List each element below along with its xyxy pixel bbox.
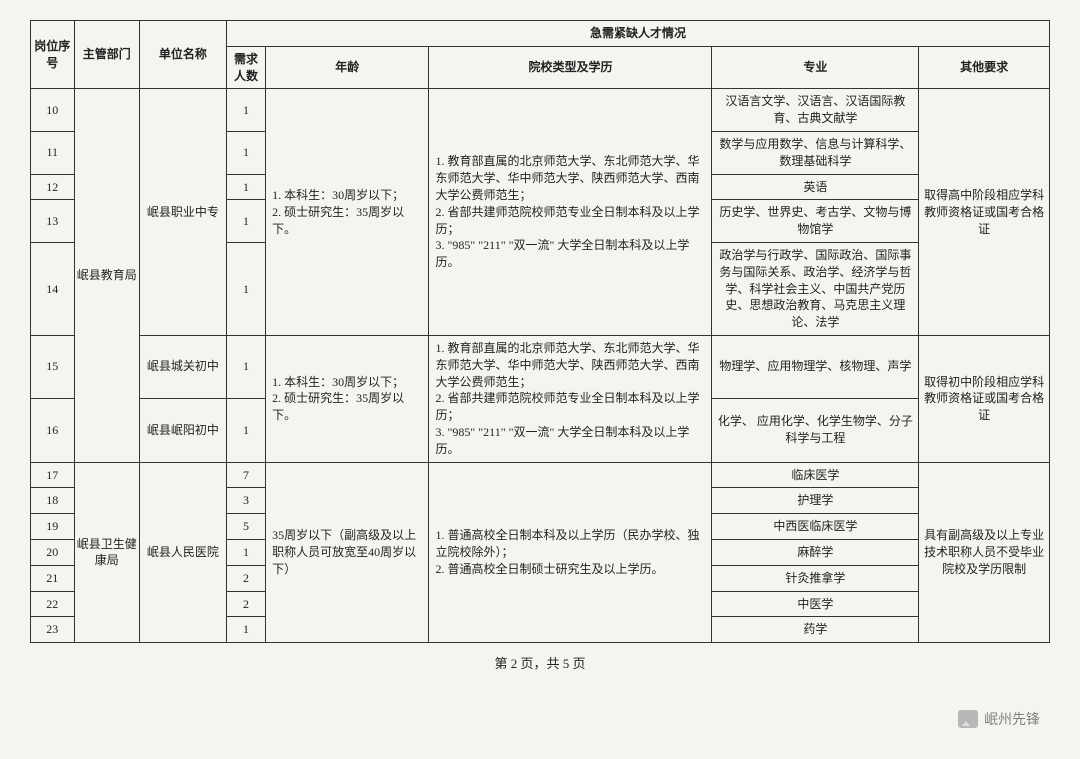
cell-dept: 岷县卫生健康局 — [74, 462, 139, 643]
cell-school: 1. 教育部直属的北京师范大学、东北师范大学、华东师范大学、华中师范大学、陕西师… — [429, 335, 712, 462]
cell-unit: 岷县人民医院 — [139, 462, 226, 643]
watermark-text: 岷州先锋 — [984, 709, 1040, 729]
cell-major: 护理学 — [712, 488, 919, 514]
cell-count: 1 — [226, 131, 265, 174]
cell-dept: 岷县教育局 — [74, 89, 139, 462]
cell-other: 取得初中阶段相应学科教师资格证或国考合格证 — [919, 335, 1050, 462]
cell-major: 物理学、应用物理学、核物理、声学 — [712, 335, 919, 398]
table-row: 10 岷县教育局 岷县职业中专 1 1. 本科生：30周岁以下； 2. 硕士研究… — [31, 89, 1050, 132]
cell-count: 1 — [226, 89, 265, 132]
cell-school: 1. 普通高校全日制本科及以上学历（民办学校、独立院校除外）； 2. 普通高校全… — [429, 462, 712, 643]
page-footer: 第 2 页，共 5 页 — [30, 653, 1050, 672]
table-row: 15 岷县城关初中 1 1. 本科生：30周岁以下； 2. 硕士研究生：35周岁… — [31, 335, 1050, 398]
cell-major: 药学 — [712, 617, 919, 643]
cell-seq: 17 — [31, 462, 75, 488]
cell-seq: 13 — [31, 200, 75, 243]
col-dept: 主管部门 — [74, 21, 139, 89]
cell-major: 麻醉学 — [712, 539, 919, 565]
watermark: 岷州先锋 — [958, 709, 1040, 729]
cell-seq: 12 — [31, 174, 75, 200]
cell-count: 2 — [226, 591, 265, 617]
cell-school: 1. 教育部直属的北京师范大学、东北师范大学、华东师范大学、华中师范大学、陕西师… — [429, 89, 712, 336]
cell-major: 中医学 — [712, 591, 919, 617]
cell-count: 1 — [226, 617, 265, 643]
table-row: 17 岷县卫生健康局 岷县人民医院 7 35周岁以下（副高级及以上职称人员可放宽… — [31, 462, 1050, 488]
cell-count: 1 — [226, 539, 265, 565]
cell-unit: 岷县岷阳初中 — [139, 398, 226, 462]
cell-count: 7 — [226, 462, 265, 488]
cell-count: 5 — [226, 514, 265, 540]
cell-seq: 23 — [31, 617, 75, 643]
cell-seq: 20 — [31, 539, 75, 565]
cell-seq: 16 — [31, 398, 75, 462]
cell-unit: 岷县城关初中 — [139, 335, 226, 398]
sub-other: 其他要求 — [919, 46, 1050, 89]
cell-count: 3 — [226, 488, 265, 514]
cell-count: 1 — [226, 174, 265, 200]
cell-major: 中西医临床医学 — [712, 514, 919, 540]
cell-count: 2 — [226, 565, 265, 591]
sub-school: 院校类型及学历 — [429, 46, 712, 89]
cell-age: 1. 本科生：30周岁以下； 2. 硕士研究生：35周岁以下。 — [266, 335, 429, 462]
col-urgent: 急需紧缺人才情况 — [226, 21, 1049, 47]
cell-major: 数学与应用数学、信息与计算科学、数理基础科学 — [712, 131, 919, 174]
cell-age: 35周岁以下（副高级及以上职称人员可放宽至40周岁以下） — [266, 462, 429, 643]
cell-seq: 21 — [31, 565, 75, 591]
cell-major: 针灸推拿学 — [712, 565, 919, 591]
cell-seq: 18 — [31, 488, 75, 514]
cell-major: 临床医学 — [712, 462, 919, 488]
wechat-icon — [958, 710, 978, 728]
cell-seq: 22 — [31, 591, 75, 617]
cell-unit: 岷县职业中专 — [139, 89, 226, 336]
cell-count: 1 — [226, 242, 265, 335]
cell-major: 英语 — [712, 174, 919, 200]
sub-major: 专业 — [712, 46, 919, 89]
talent-table: 岗位序号 主管部门 单位名称 急需紧缺人才情况 需求人数 年龄 院校类型及学历 … — [30, 20, 1050, 643]
cell-count: 1 — [226, 335, 265, 398]
cell-major: 政治学与行政学、国际政治、国际事务与国际关系、政治学、经济学与哲学、科学社会主义… — [712, 242, 919, 335]
cell-other: 取得高中阶段相应学科教师资格证或国考合格证 — [919, 89, 1050, 336]
cell-seq: 19 — [31, 514, 75, 540]
cell-seq: 14 — [31, 242, 75, 335]
cell-seq: 10 — [31, 89, 75, 132]
cell-count: 1 — [226, 200, 265, 243]
cell-major: 历史学、世界史、考古学、文物与博物馆学 — [712, 200, 919, 243]
sub-count: 需求人数 — [226, 46, 265, 89]
cell-seq: 15 — [31, 335, 75, 398]
cell-count: 1 — [226, 398, 265, 462]
sub-age: 年龄 — [266, 46, 429, 89]
col-seq: 岗位序号 — [31, 21, 75, 89]
col-unit: 单位名称 — [139, 21, 226, 89]
cell-major: 化学、 应用化学、化学生物学、分子科学与工程 — [712, 398, 919, 462]
cell-major: 汉语言文学、汉语言、汉语国际教育、古典文献学 — [712, 89, 919, 132]
cell-other: 具有副高级及以上专业技术职称人员不受毕业院校及学历限制 — [919, 462, 1050, 643]
cell-seq: 11 — [31, 131, 75, 174]
cell-age: 1. 本科生：30周岁以下； 2. 硕士研究生：35周岁以下。 — [266, 89, 429, 336]
